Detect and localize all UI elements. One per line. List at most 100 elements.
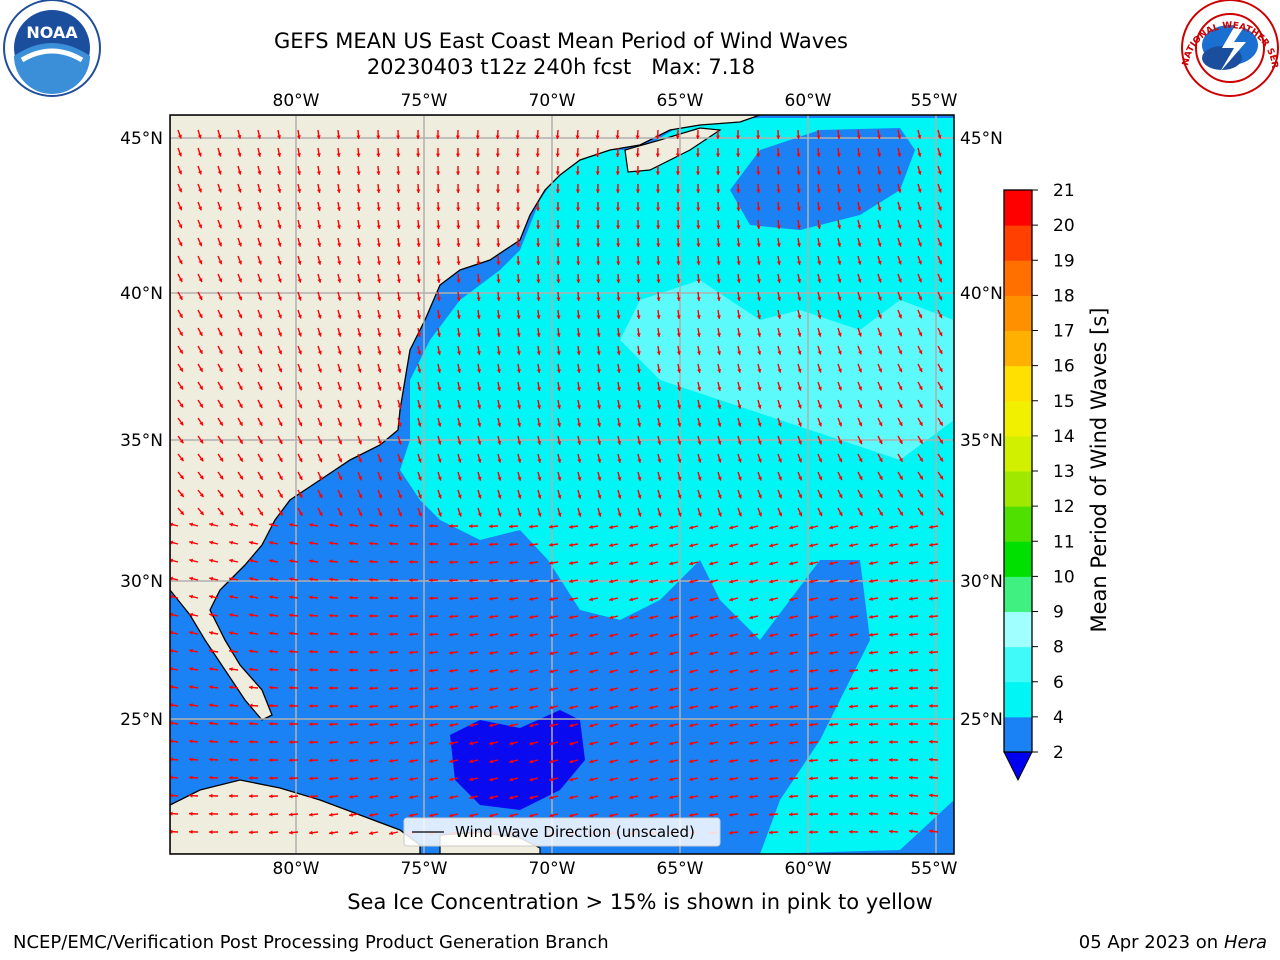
direction-arrow-head — [257, 152, 262, 157]
direction-arrow-head — [449, 741, 453, 746]
direction-arrow-head — [756, 207, 761, 211]
direction-arrow-head — [736, 207, 741, 211]
direction-arrow-head — [656, 261, 661, 265]
direction-arrow-head — [289, 522, 293, 527]
direction-arrow-head — [709, 812, 713, 817]
direction-arrow-head — [589, 633, 594, 638]
direction-arrow-head — [209, 522, 214, 527]
colorbar-tick-label: 15 — [1053, 392, 1075, 412]
direction-arrow-head — [318, 386, 322, 391]
direction-arrow-head — [489, 687, 493, 692]
direction-arrow-head — [549, 723, 554, 728]
direction-arrow-head — [349, 559, 353, 564]
direction-arrow-head — [337, 386, 342, 391]
direction-arrow-head — [317, 242, 322, 247]
direction-arrow-head — [457, 369, 462, 373]
direction-arrow-head — [529, 687, 534, 692]
direction-arrow-head — [535, 207, 541, 211]
direction-arrow-head — [219, 403, 223, 408]
direction-arrow-head — [170, 522, 174, 527]
direction-arrow-head — [509, 614, 513, 619]
direction-arrow-head — [929, 685, 933, 691]
direction-arrow-head — [549, 524, 553, 529]
direction-arrow-head — [649, 813, 653, 818]
direction-arrow-head — [576, 315, 581, 319]
direction-arrow-head — [257, 242, 262, 247]
direction-arrow-head — [596, 315, 601, 319]
direction-arrow-head — [257, 134, 262, 139]
direction-arrow-head — [656, 369, 661, 373]
direction-arrow-head — [269, 739, 273, 744]
direction-arrow-head — [595, 207, 601, 211]
direction-arrow-head — [756, 297, 762, 301]
direction-arrow-head — [829, 615, 833, 620]
direction-arrow-head — [349, 577, 353, 582]
direction-arrow-head — [777, 368, 782, 373]
direction-arrow-head — [689, 795, 693, 800]
direction-arrow-head — [716, 171, 721, 175]
direction-arrow-head — [616, 297, 621, 301]
direction-arrow-head — [729, 794, 733, 799]
map-frame — [169, 114, 955, 855]
direction-arrow-head — [609, 615, 614, 620]
direction-arrow-head — [709, 794, 713, 799]
direction-arrow-head — [655, 171, 660, 175]
direction-arrow-head — [769, 669, 773, 674]
direction-arrow-head — [837, 296, 842, 301]
direction-arrow-head — [289, 667, 293, 672]
direction-arrow-head — [609, 525, 613, 530]
direction-arrow-head — [218, 385, 223, 390]
direction-arrow-head — [429, 668, 433, 673]
colorbar-tick-label: 10 — [1053, 567, 1075, 587]
direction-arrow-head — [456, 261, 461, 265]
direction-arrow-head — [529, 596, 533, 601]
direction-arrow-head — [656, 225, 661, 229]
direction-arrow-head — [789, 525, 794, 530]
direction-arrow-head — [349, 812, 353, 817]
direction-arrow-head — [649, 759, 654, 764]
direction-arrow-head — [696, 351, 701, 355]
direction-arrow-head — [238, 368, 243, 373]
direction-arrow-head — [437, 440, 442, 445]
direction-arrow-head — [198, 242, 203, 247]
direction-arrow-head — [717, 351, 722, 355]
direction-arrow-head — [469, 723, 473, 728]
direction-arrow-head — [469, 632, 473, 637]
direction-arrow-head — [636, 387, 642, 391]
direction-arrow-head — [769, 740, 773, 745]
direction-arrow-head — [709, 651, 714, 656]
direction-arrow-head — [849, 686, 853, 691]
direction-arrow-head — [649, 543, 654, 548]
direction-arrow-head — [279, 493, 283, 498]
direction-arrow-head — [879, 511, 883, 516]
direction-arrow-head — [197, 134, 202, 139]
direction-arrow-head — [337, 332, 342, 337]
direction-arrow-head — [869, 686, 873, 691]
direction-arrow-head — [677, 387, 682, 391]
direction-arrow-head — [829, 758, 833, 763]
direction-arrow-head — [929, 614, 933, 619]
direction-arrow-head — [709, 669, 714, 674]
direction-arrow-head — [696, 333, 701, 337]
direction-arrow-head — [577, 494, 582, 499]
direction-arrow-head — [857, 296, 862, 301]
direction-arrow-head — [849, 614, 853, 620]
direction-arrow-head — [269, 757, 273, 763]
sea-ice-note: Sea Ice Concentration > 15% is shown in … — [0, 890, 1280, 914]
direction-arrow-head — [616, 387, 621, 391]
direction-arrow-head — [529, 669, 534, 674]
direction-arrow-head — [929, 632, 933, 637]
direction-arrow-head — [789, 830, 793, 835]
direction-arrow-head — [189, 793, 193, 798]
direction-arrow-head — [736, 279, 741, 283]
direction-arrow-head — [309, 577, 313, 582]
direction-arrow-head — [298, 493, 303, 498]
direction-arrow-head — [229, 793, 233, 799]
direction-arrow-head — [429, 759, 433, 764]
direction-arrow-head — [909, 686, 913, 691]
direction-arrow-head — [878, 422, 883, 427]
direction-arrow-head — [369, 831, 373, 836]
direction-arrow-head — [396, 171, 401, 175]
direction-arrow-head — [437, 369, 442, 373]
direction-arrow-head — [849, 811, 853, 816]
